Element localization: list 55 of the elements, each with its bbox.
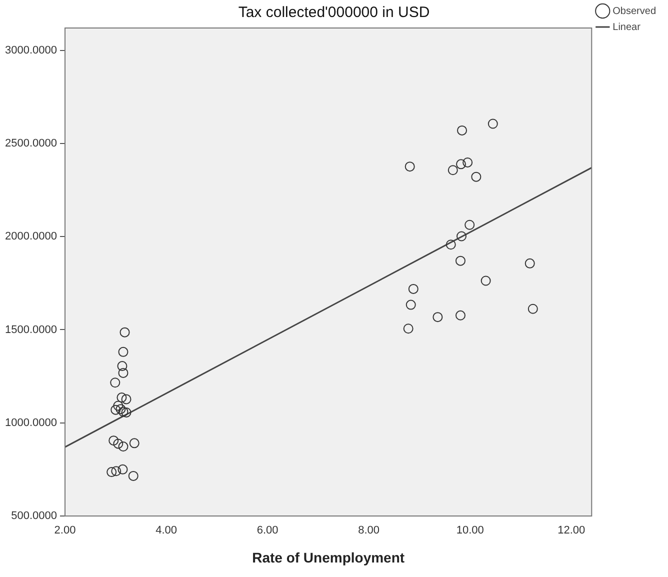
point xyxy=(528,304,538,314)
point xyxy=(404,162,415,172)
y-tick-label: 3000.0000 xyxy=(5,44,57,56)
point xyxy=(456,159,466,170)
point xyxy=(446,240,456,250)
point xyxy=(113,400,124,411)
x-tick-label: 2.00 xyxy=(54,524,76,537)
point xyxy=(480,276,491,286)
point xyxy=(455,256,466,266)
point xyxy=(457,125,468,136)
point xyxy=(120,327,130,338)
x-tick-label: 4.00 xyxy=(156,524,177,537)
point xyxy=(108,436,119,446)
point xyxy=(117,361,128,372)
point xyxy=(432,312,443,322)
point xyxy=(116,404,126,414)
point xyxy=(118,442,128,452)
point xyxy=(455,310,466,320)
point xyxy=(106,467,117,478)
y-tick-label: 500.0000 xyxy=(11,510,57,522)
point xyxy=(448,165,458,176)
x-axis-title: Rate of Unemployment xyxy=(252,549,405,566)
point xyxy=(408,284,418,294)
x-tick-label: 10.00 xyxy=(456,524,484,537)
point xyxy=(128,470,138,481)
point xyxy=(116,392,127,403)
point xyxy=(462,157,473,168)
y-tick-label: 1500.0000 xyxy=(5,324,57,336)
point xyxy=(524,258,535,268)
y-tick-label: 1000.0000 xyxy=(5,416,57,429)
point xyxy=(456,231,467,242)
point xyxy=(129,438,140,448)
point xyxy=(118,368,128,378)
point xyxy=(406,300,416,310)
point xyxy=(110,378,120,388)
point xyxy=(111,466,122,476)
point xyxy=(403,324,414,334)
y-tick-label: 2000.0000 xyxy=(5,230,57,243)
point xyxy=(464,220,475,230)
point xyxy=(118,464,128,474)
point xyxy=(118,406,128,417)
y-tick-label: 2500.0000 xyxy=(5,138,57,150)
point xyxy=(488,118,498,129)
point xyxy=(121,407,132,418)
chart-title: Tax collected'000000 in USD xyxy=(238,4,430,22)
x-tick-label: 12.00 xyxy=(558,524,586,537)
legend-label: Observed xyxy=(612,6,656,17)
point xyxy=(121,394,132,404)
point xyxy=(110,404,121,415)
x-tick-label: 6.00 xyxy=(256,524,278,537)
legend-label: Linear xyxy=(612,22,642,33)
point xyxy=(471,172,482,182)
point xyxy=(118,346,128,357)
x-tick-label: 8.00 xyxy=(358,524,380,537)
point xyxy=(113,438,124,449)
